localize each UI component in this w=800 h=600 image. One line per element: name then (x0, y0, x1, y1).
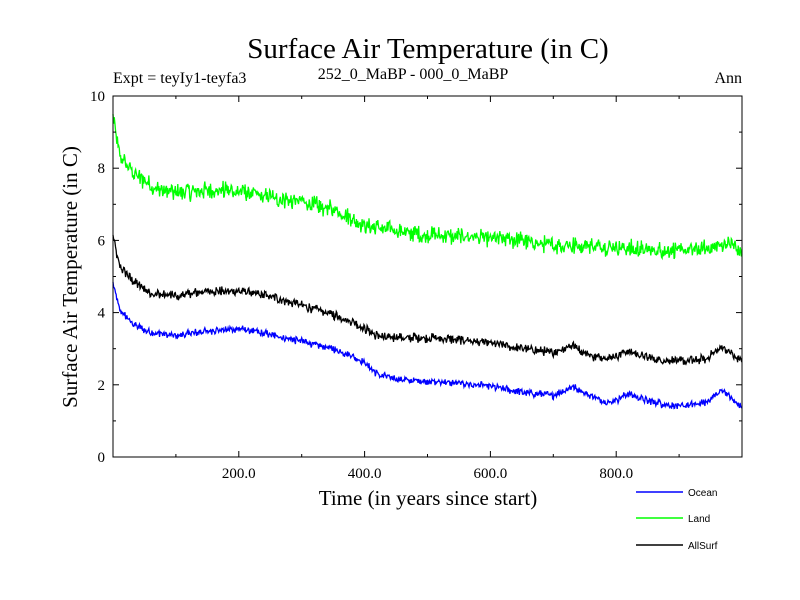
x-tick-label: 400.0 (348, 466, 382, 482)
x-axis-label: Time (in years since start) (319, 486, 538, 510)
series-line-allsurf (112, 234, 743, 366)
axis-layer: 0 2 4 6 8 10 200.0 400.0 600.0 800.0 (90, 89, 742, 482)
x-tick-label: 800.0 (599, 466, 633, 482)
legend-label-land: Land (688, 514, 710, 525)
y-tick-label: 4 (98, 306, 106, 322)
y-tick-label: 0 (98, 450, 106, 466)
subtitle-right: Ann (714, 70, 742, 87)
y-tick-label: 10 (90, 89, 105, 105)
x-tick-label: 200.0 (222, 466, 256, 482)
legend-label-ocean: Ocean (688, 488, 717, 499)
y-tick-label: 8 (98, 161, 106, 177)
y-tick-label: 2 (98, 378, 106, 394)
chart-title: Surface Air Temperature (in C) (247, 33, 608, 65)
y-tick-label: 6 (98, 233, 106, 249)
x-tick-label: 600.0 (474, 466, 508, 482)
legend-label-allsurf: AllSurf (688, 541, 718, 552)
series-line-ocean (112, 281, 743, 410)
legend: Ocean Land AllSurf (636, 488, 718, 552)
series-line-land (112, 114, 743, 261)
y-axis-label: Surface Air Temperature (in C) (58, 146, 82, 408)
subtitle-center: 252_0_MaBP - 000_0_MaBP (318, 66, 509, 83)
subtitle-left: Expt = teyIy1-teyfa3 (113, 70, 246, 87)
series-layer (112, 114, 743, 410)
